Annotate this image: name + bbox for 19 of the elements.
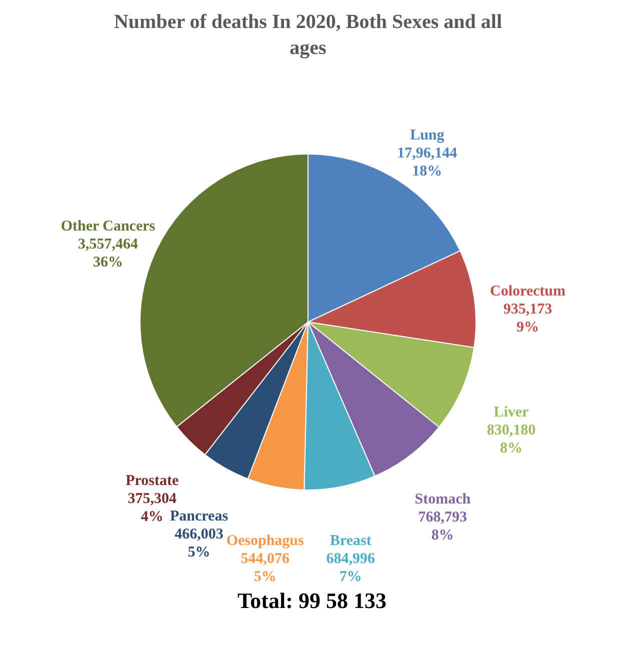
slice-label: Pancreas [170,508,228,524]
slice-label: Oesophagus [226,532,304,549]
slice-label: Colorectum [490,283,566,300]
slice-label: Liver [494,404,530,420]
data-label: 830,180 8% [486,422,536,456]
slice-label: Lung [410,128,445,144]
slice-label: Stomach [414,491,472,508]
data-label: 935,173 9% [503,301,552,336]
slice-label: Breast [330,532,372,549]
slice-label: Other Cancers [60,218,156,235]
data-label: 466,003 5% [174,526,224,560]
data-label: 684,996 7% [326,550,376,585]
data-label: 768,793 8% [418,509,468,544]
data-label: 3,557,464 36% [78,236,138,271]
slice-label: Prostate [126,473,179,490]
data-label: 17,96,144 18% [397,146,458,180]
data-label: 544,076 5% [240,550,290,585]
chart-title: Number of deaths In 2020, Both Sexes and all ages [114,11,502,59]
text: Total: 99 58 133 [236,588,388,614]
